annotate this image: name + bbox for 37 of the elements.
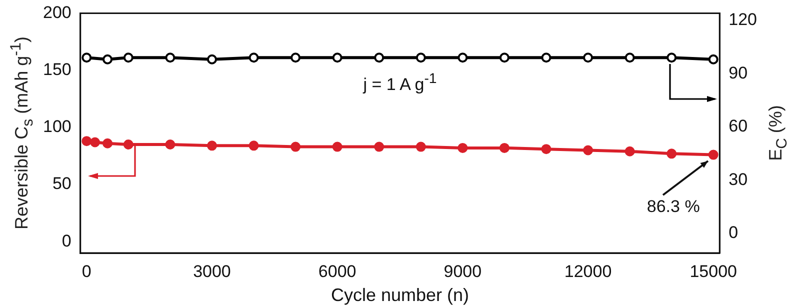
y2-tick-label: 30 bbox=[728, 170, 748, 189]
point bbox=[458, 142, 468, 153]
x-tick-label: 12000 bbox=[564, 262, 612, 281]
point bbox=[624, 146, 635, 156]
y2-tick-label: 90 bbox=[728, 63, 748, 82]
x-axis-title: Cycle number (n) bbox=[330, 285, 470, 306]
point bbox=[708, 150, 718, 160]
x-tick-label: 0 bbox=[82, 262, 92, 281]
y2-tick-label: 120 bbox=[728, 10, 758, 29]
point bbox=[374, 142, 384, 152]
point bbox=[541, 144, 552, 154]
point bbox=[248, 140, 259, 151]
x-tick-label: 6000 bbox=[318, 262, 356, 281]
point bbox=[499, 142, 510, 153]
point bbox=[123, 140, 134, 150]
point bbox=[332, 142, 342, 152]
point bbox=[206, 140, 217, 151]
x-tick-label: 15000 bbox=[690, 262, 738, 281]
annotation: j = 1 A g$^{-1}$ bbox=[363, 70, 437, 95]
y-tick-label: 200 bbox=[42, 2, 72, 22]
y-tick-label: 100 bbox=[42, 117, 72, 136]
x-tick-label: 3000 bbox=[193, 262, 231, 281]
y-tick-label: 0 bbox=[62, 231, 72, 250]
point bbox=[290, 142, 301, 152]
y-tick-label: 50 bbox=[52, 174, 72, 194]
point bbox=[82, 136, 92, 146]
point bbox=[666, 148, 677, 159]
point bbox=[416, 142, 426, 152]
y2-tick-label: 0 bbox=[728, 223, 738, 242]
y-tick-label: 150 bbox=[42, 60, 72, 79]
point bbox=[583, 145, 594, 156]
point bbox=[90, 137, 100, 148]
point bbox=[165, 140, 176, 150]
annotation: 86.3 % bbox=[646, 196, 700, 217]
y2-tick-label: 60 bbox=[728, 116, 748, 136]
x-tick-label: 9000 bbox=[444, 262, 482, 281]
point bbox=[102, 138, 113, 148]
